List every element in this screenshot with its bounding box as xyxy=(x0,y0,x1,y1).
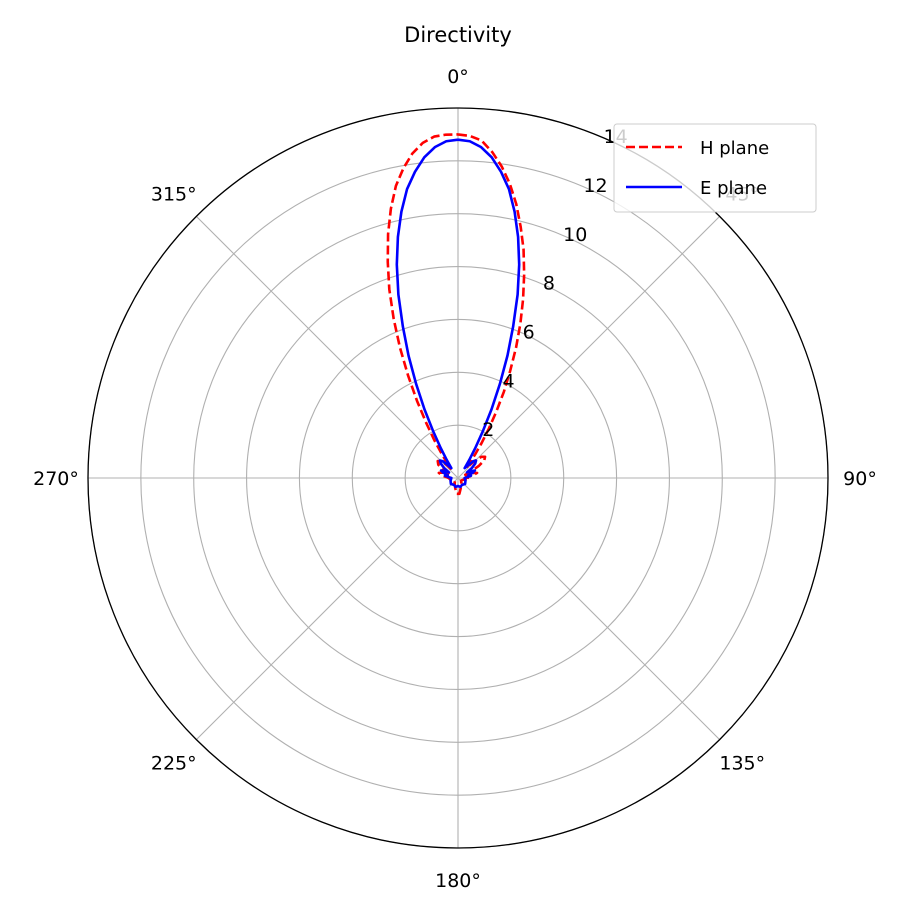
legend: H plane E plane xyxy=(613,123,817,213)
series-line-h-plane xyxy=(386,133,526,496)
polar-outer-circle xyxy=(87,107,829,849)
radial-tick-labels: 2468101214 xyxy=(482,126,628,441)
angular-tick-label: 315° xyxy=(151,184,197,206)
radial-tick-label: 6 xyxy=(523,321,535,343)
angular-tick-label: 270° xyxy=(33,468,79,490)
series-line-e-plane xyxy=(395,138,521,489)
legend-label: E plane xyxy=(700,178,767,199)
angular-gridline xyxy=(195,215,459,479)
angular-tick-label: 180° xyxy=(435,870,481,892)
angular-gridline xyxy=(457,477,721,741)
chart-title: Directivity xyxy=(404,23,512,47)
radial-tick-label: 10 xyxy=(563,224,587,246)
angular-tick-label: 0° xyxy=(447,66,469,88)
radial-tick-label: 4 xyxy=(502,370,514,392)
radial-tick-label: 8 xyxy=(543,273,555,295)
radial-tick-label: 12 xyxy=(583,175,607,197)
angular-tick-label: 90° xyxy=(843,468,877,490)
radial-tick-label: 2 xyxy=(482,419,494,441)
series-layer xyxy=(386,133,526,496)
angular-tick-label: 225° xyxy=(151,752,197,774)
angular-tick-label: 135° xyxy=(719,752,765,774)
legend-box xyxy=(613,123,817,213)
legend-label: H plane xyxy=(700,138,769,159)
polar-grid xyxy=(87,107,829,849)
angular-gridline xyxy=(457,215,721,479)
angular-gridline xyxy=(195,477,459,741)
polar-frame xyxy=(87,107,829,849)
